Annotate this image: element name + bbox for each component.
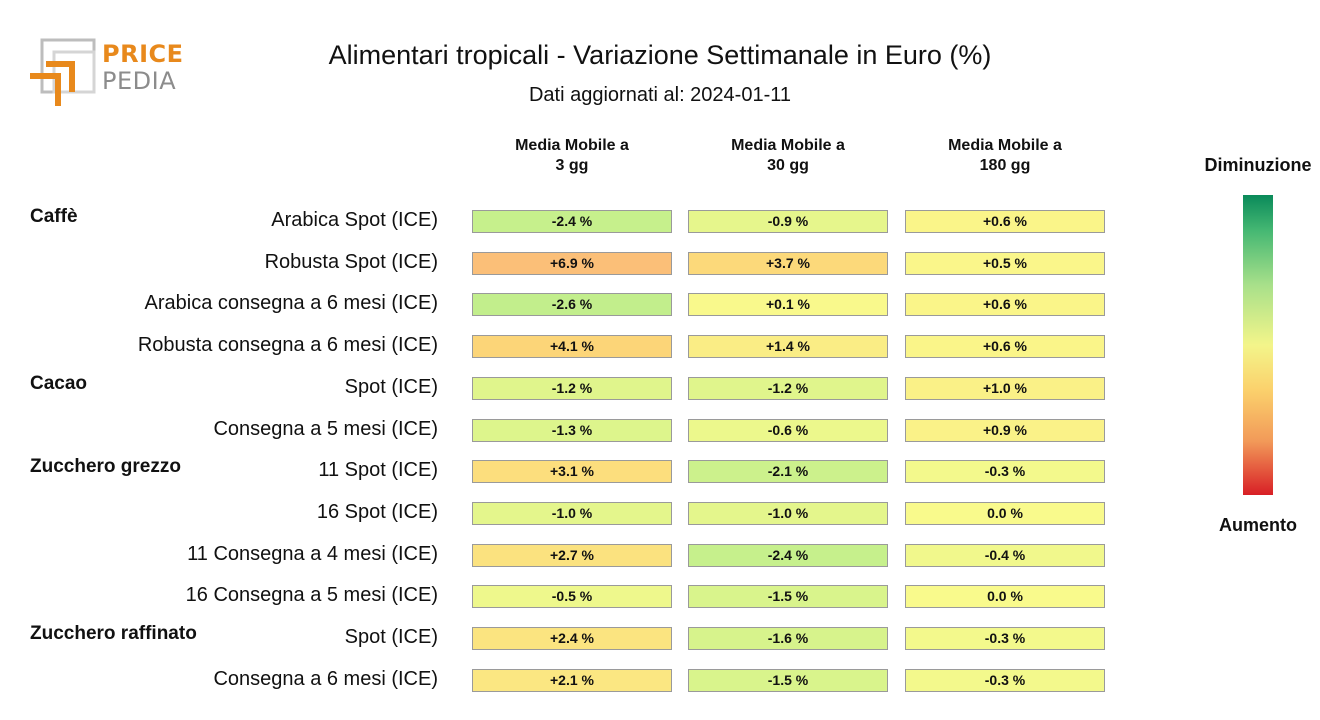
group-label: Cacao — [30, 372, 88, 394]
row-label: 16 Spot (ICE) — [316, 500, 438, 523]
chart-title: Alimentari tropicali - Variazione Settim… — [328, 40, 992, 70]
heatmap-cell: 0.0 % — [905, 501, 1105, 525]
group-label: Caffè — [30, 206, 78, 227]
heatmap-cell: +0.5 % — [905, 251, 1105, 275]
heatmap-cell: -0.4 % — [905, 543, 1105, 567]
heatmap-cell: -0.5 % — [472, 585, 672, 609]
group-label: Zucchero grezzo — [30, 456, 181, 478]
heatmap-cell: -2.6 % — [472, 293, 672, 317]
row-label: 16 Consegna a 5 mesi (ICE) — [185, 584, 438, 607]
pricepedia-logo: PRICE PEDIA — [28, 38, 188, 108]
heatmap-cell: -2.4 % — [472, 210, 672, 233]
heatmap-cell: +0.9 % — [905, 418, 1105, 442]
heatmap-cell: -0.6 % — [688, 418, 888, 442]
color-scale-bar — [1243, 195, 1273, 495]
heatmap-cell: -0.3 % — [905, 460, 1105, 484]
heatmap-cell: +0.6 % — [905, 335, 1105, 359]
column-header-3: Media Mobile a 180 gg — [948, 137, 1062, 174]
logo-text-price: PRICE — [102, 40, 184, 68]
logo-text-pedia: PEDIA — [102, 67, 177, 95]
row-label: Arabica Spot (ICE) — [271, 209, 438, 231]
heatmap-cell: -1.6 % — [688, 627, 888, 650]
row-label: Consegna a 5 mesi (ICE) — [213, 417, 438, 440]
heatmap-cell: +3.7 % — [688, 251, 888, 275]
heatmap-cell: -2.1 % — [688, 460, 888, 484]
scale-top-label: Diminuzione — [1204, 155, 1312, 175]
heatmap-cell: +0.6 % — [905, 293, 1105, 317]
column-header-2: Media Mobile a 30 gg — [731, 137, 845, 174]
row-label: Consegna a 6 mesi (ICE) — [213, 667, 438, 690]
heatmap-cell: -1.5 % — [688, 668, 888, 692]
heatmap-cell: -1.0 % — [472, 501, 672, 525]
heatmap-cell: +0.6 % — [905, 210, 1105, 233]
row-label: Spot (ICE) — [344, 375, 438, 398]
heatmap-cell: -1.2 % — [472, 376, 672, 400]
group-label: Zucchero raffinato — [30, 623, 197, 644]
row-label: Arabica consegna a 6 mesi (ICE) — [144, 292, 438, 315]
heatmap-cell: +1.4 % — [688, 335, 888, 359]
heatmap-cell: 0.0 % — [905, 585, 1105, 609]
heatmap-cell: -2.4 % — [688, 543, 888, 567]
heatmap-cell: -1.2 % — [688, 376, 888, 400]
logo-mark-icon — [30, 38, 96, 106]
heatmap-cell: -1.5 % — [688, 585, 888, 609]
heatmap-cell: +0.1 % — [688, 293, 888, 317]
heatmap-cell: -0.9 % — [688, 210, 888, 233]
heatmap-cell: -0.3 % — [905, 627, 1105, 650]
heatmap-cell: -1.0 % — [688, 501, 888, 525]
heatmap-cell: +3.1 % — [472, 460, 672, 484]
heatmap-cell: +2.4 % — [472, 627, 672, 650]
heatmap-cell: +1.0 % — [905, 376, 1105, 400]
heatmap-cell: +6.9 % — [472, 251, 672, 275]
scale-bottom-label: Aumento — [1219, 515, 1297, 535]
heatmap-cell: -0.3 % — [905, 668, 1105, 692]
row-label: 11 Consegna a 4 mesi (ICE) — [187, 542, 438, 565]
heatmap-cell: +2.7 % — [472, 543, 672, 567]
column-header-1: Media Mobile a 3 gg — [515, 137, 629, 174]
chart-subtitle: Dati aggiornati al: 2024-01-11 — [528, 84, 792, 106]
heatmap-cell: +4.1 % — [472, 335, 672, 359]
heatmap-cell: -1.3 % — [472, 418, 672, 442]
row-label: 11 Spot (ICE) — [318, 459, 438, 482]
heatmap-cell: +2.1 % — [472, 668, 672, 692]
row-label: Robusta Spot (ICE) — [264, 250, 438, 273]
row-label: Robusta consegna a 6 mesi (ICE) — [137, 334, 438, 357]
row-label: Spot (ICE) — [344, 626, 438, 648]
